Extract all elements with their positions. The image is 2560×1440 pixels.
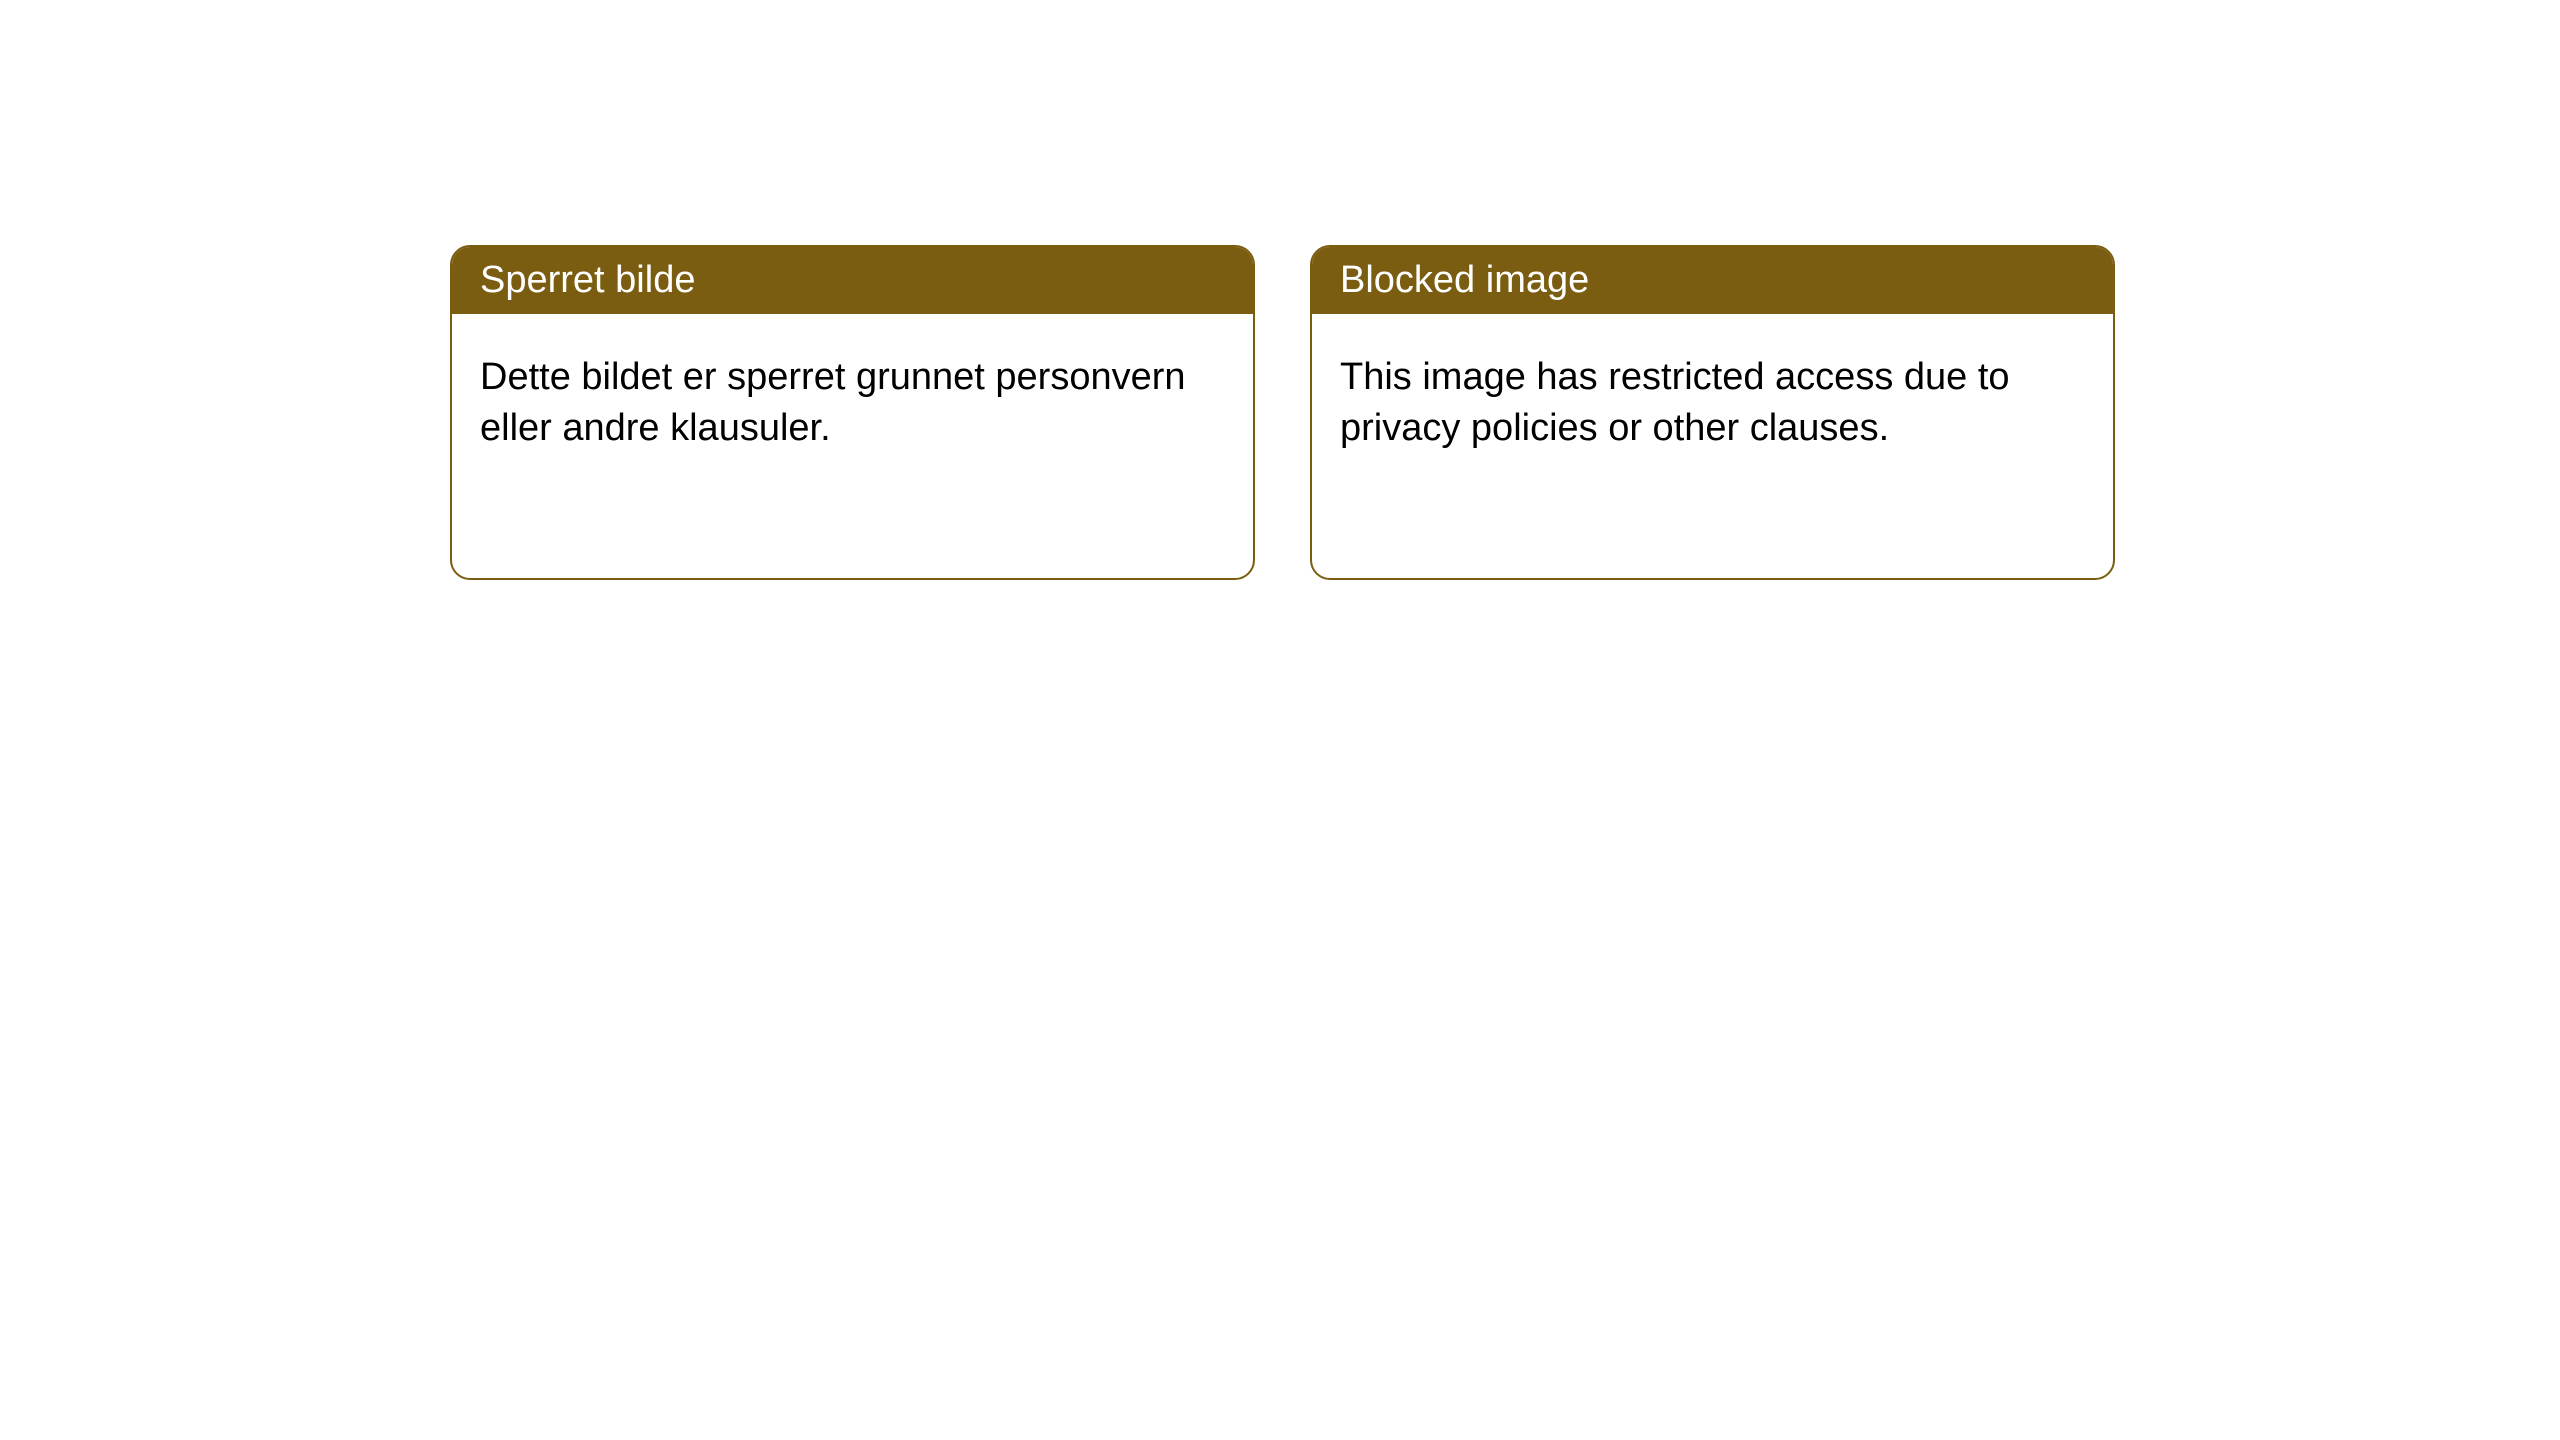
notice-title-english: Blocked image [1312, 247, 2113, 314]
notice-title-norwegian: Sperret bilde [452, 247, 1253, 314]
notice-message-english: This image has restricted access due to … [1312, 314, 2113, 493]
notice-box-norwegian: Sperret bilde Dette bildet er sperret gr… [450, 245, 1255, 580]
notice-box-english: Blocked image This image has restricted … [1310, 245, 2115, 580]
notice-message-norwegian: Dette bildet er sperret grunnet personve… [452, 314, 1253, 493]
notice-container: Sperret bilde Dette bildet er sperret gr… [450, 245, 2115, 580]
